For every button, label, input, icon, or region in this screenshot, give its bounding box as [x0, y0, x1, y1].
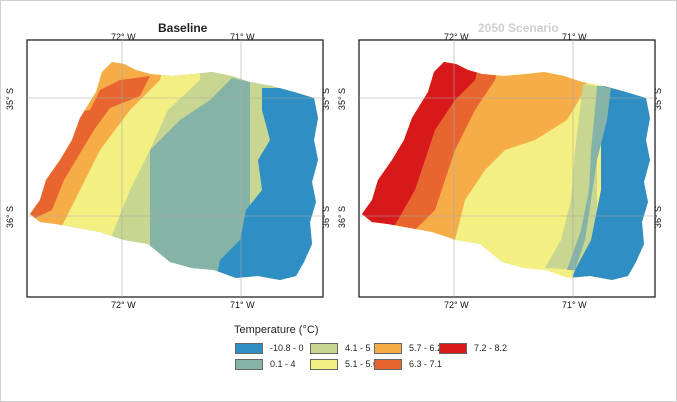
- zone-01-4: [150, 78, 250, 280]
- legend-item: 4.1 - 5: [310, 342, 371, 354]
- zone-cold: [565, 86, 650, 280]
- panel-title-baseline: Baseline: [158, 21, 208, 35]
- map-canvas-2050: [358, 39, 656, 298]
- map-panel-2050: 2050 Scenario 72° W 71° W 72° W 71° W 35…: [335, 0, 677, 320]
- lon-label-top-72: 72° W: [111, 32, 136, 42]
- graticule-baseline: [27, 40, 323, 297]
- legend-swatch: [374, 342, 402, 354]
- legend-label: 5.1 - 5.6: [345, 359, 379, 369]
- legend: Temperature (°C) -10.8 - 0 0.1 - 4 4.1 -…: [234, 324, 507, 374]
- legend-item: 7.2 - 8.2: [439, 342, 507, 354]
- lon-label-bottom-72: 72° W: [444, 300, 469, 310]
- legend-swatch: [310, 342, 338, 354]
- map-canvas-baseline: [26, 39, 324, 298]
- graticule-2050: [359, 40, 655, 297]
- lon-label-top-71: 71° W: [230, 32, 255, 42]
- panel-title-2050: 2050 Scenario: [478, 21, 559, 35]
- legend-swatch: [235, 342, 263, 354]
- zone-cold: [212, 88, 318, 280]
- lon-label-bottom-71: 71° W: [230, 300, 255, 310]
- legend-label: 4.1 - 5: [345, 343, 371, 353]
- legend-item: -10.8 - 0: [235, 342, 304, 354]
- lon-label-bottom-72: 72° W: [111, 300, 136, 310]
- map-panel-baseline: Baseline 72° W 71° W 72° W 71° W 35° S 3…: [0, 0, 340, 320]
- legend-item: 6.3 - 7.1: [374, 358, 442, 370]
- legend-swatch: [439, 342, 467, 354]
- legend-label: 5.7 - 6.2: [409, 343, 443, 353]
- legend-item: 5.7 - 6.2: [374, 342, 442, 354]
- legend-label: -10.8 - 0: [270, 343, 304, 353]
- lon-label-top-71: 71° W: [562, 32, 587, 42]
- legend-label: 6.3 - 7.1: [409, 359, 443, 369]
- zone-01-4: [567, 86, 611, 270]
- lon-label-bottom-71: 71° W: [562, 300, 587, 310]
- legend-item: 0.1 - 4: [235, 358, 296, 370]
- legend-swatch: [374, 358, 402, 370]
- lon-label-top-72: 72° W: [444, 32, 469, 42]
- legend-label: 0.1 - 4: [270, 359, 296, 369]
- legend-title: Temperature (°C): [234, 324, 319, 336]
- legend-item: 5.1 - 5.6: [310, 358, 378, 370]
- legend-swatch: [235, 358, 263, 370]
- zone-63-71: [30, 76, 150, 225]
- legend-label: 7.2 - 8.2: [474, 343, 508, 353]
- legend-swatch: [310, 358, 338, 370]
